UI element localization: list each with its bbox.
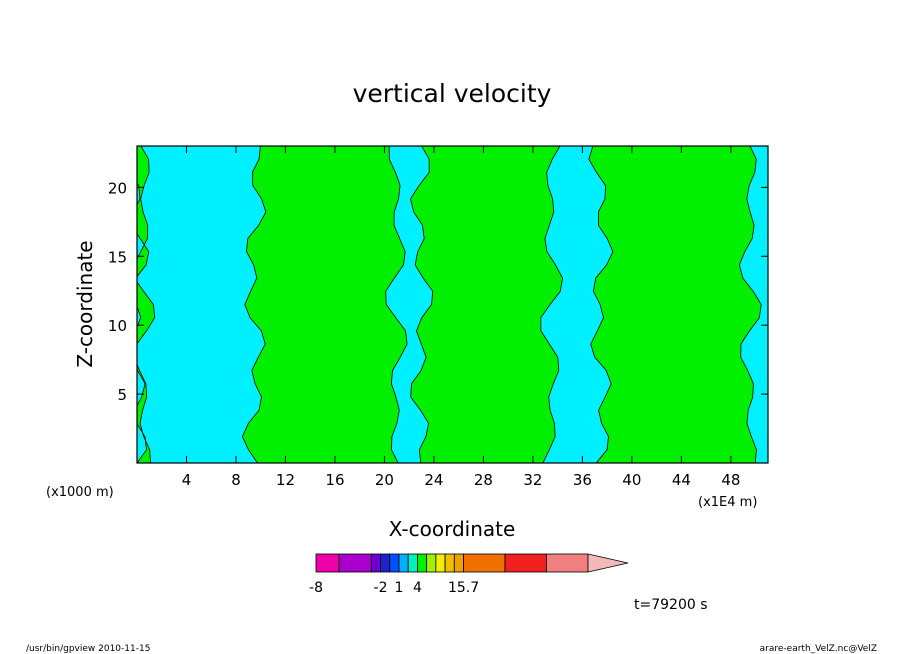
- footer-left: /usr/bin/gpview 2010-11-15: [26, 644, 150, 654]
- time-label: t=79200 s: [634, 597, 708, 613]
- x-tick-label: 4: [182, 471, 192, 489]
- contour-region-green: [588, 146, 762, 463]
- colorbar-swatch: [417, 553, 428, 573]
- colorbar-swatch: [463, 553, 506, 573]
- contour-region-green: [241, 146, 408, 463]
- x-axis-label: X-coordinate: [389, 517, 516, 541]
- x-tick-label: 36: [573, 471, 592, 489]
- contour-region-green: [137, 146, 156, 463]
- colorbar-label: -8: [309, 580, 323, 596]
- colorbar-label: 4: [413, 580, 422, 596]
- colorbar-swatch: [453, 553, 464, 573]
- y-axis: 5 10 15 20: [108, 179, 768, 404]
- x-tick-label: 12: [276, 471, 295, 489]
- colorbar-label: 15.7: [448, 580, 479, 596]
- green-regions: [137, 146, 762, 463]
- colorbar-label: 1: [395, 580, 404, 596]
- colorbar-swatch: [546, 553, 589, 573]
- x-tick-label: 16: [325, 471, 344, 489]
- colorbar-swatch: [380, 553, 391, 573]
- y-tick-label: 20: [108, 179, 127, 197]
- x-tick-label: 28: [474, 471, 493, 489]
- contour-region-green: [410, 146, 563, 463]
- x-tick-label: 20: [375, 471, 394, 489]
- colorbar-swatch: [444, 553, 455, 573]
- y-tick-label: 15: [108, 248, 127, 266]
- x-scale-label: (x1E4 m): [698, 495, 757, 510]
- colorbar-swatch: [389, 553, 400, 573]
- x-tick-label: 40: [622, 471, 641, 489]
- x-tick-label: 32: [523, 471, 542, 489]
- colorbar-swatch: [338, 553, 372, 573]
- colorbar-swatch: [315, 553, 340, 573]
- y-tick-label: 10: [108, 317, 127, 335]
- footer-right: arare-earth_VelZ.nc@VelZ: [760, 644, 877, 654]
- x-tick-label: 48: [721, 471, 740, 489]
- colorbar-swatch: [435, 553, 446, 573]
- colorbar-arrow: [587, 553, 629, 573]
- colorbar-swatch: [398, 553, 409, 573]
- plot-area: [137, 146, 768, 463]
- colorbar-label: -2: [374, 580, 388, 596]
- colorbar-swatch: [370, 553, 381, 573]
- x-tick-label: 44: [672, 471, 691, 489]
- x-axis: 4 8 12 16 20 24 28 32 36 40 44 48: [182, 146, 740, 489]
- x-unit-label: (x1000 m): [46, 485, 114, 500]
- y-axis-label: Z-coordinate: [73, 240, 97, 367]
- colorbar: -8 -2 1 4 15.7: [309, 553, 629, 596]
- y-tick-label: 5: [117, 386, 127, 404]
- x-tick-label: 8: [231, 471, 241, 489]
- plot-frame: [136, 145, 769, 464]
- colorbar-swatch: [504, 553, 547, 573]
- chart-title: vertical velocity: [353, 79, 552, 108]
- colorbar-swatch: [407, 553, 418, 573]
- colorbar-swatch: [426, 553, 437, 573]
- x-tick-label: 24: [424, 471, 443, 489]
